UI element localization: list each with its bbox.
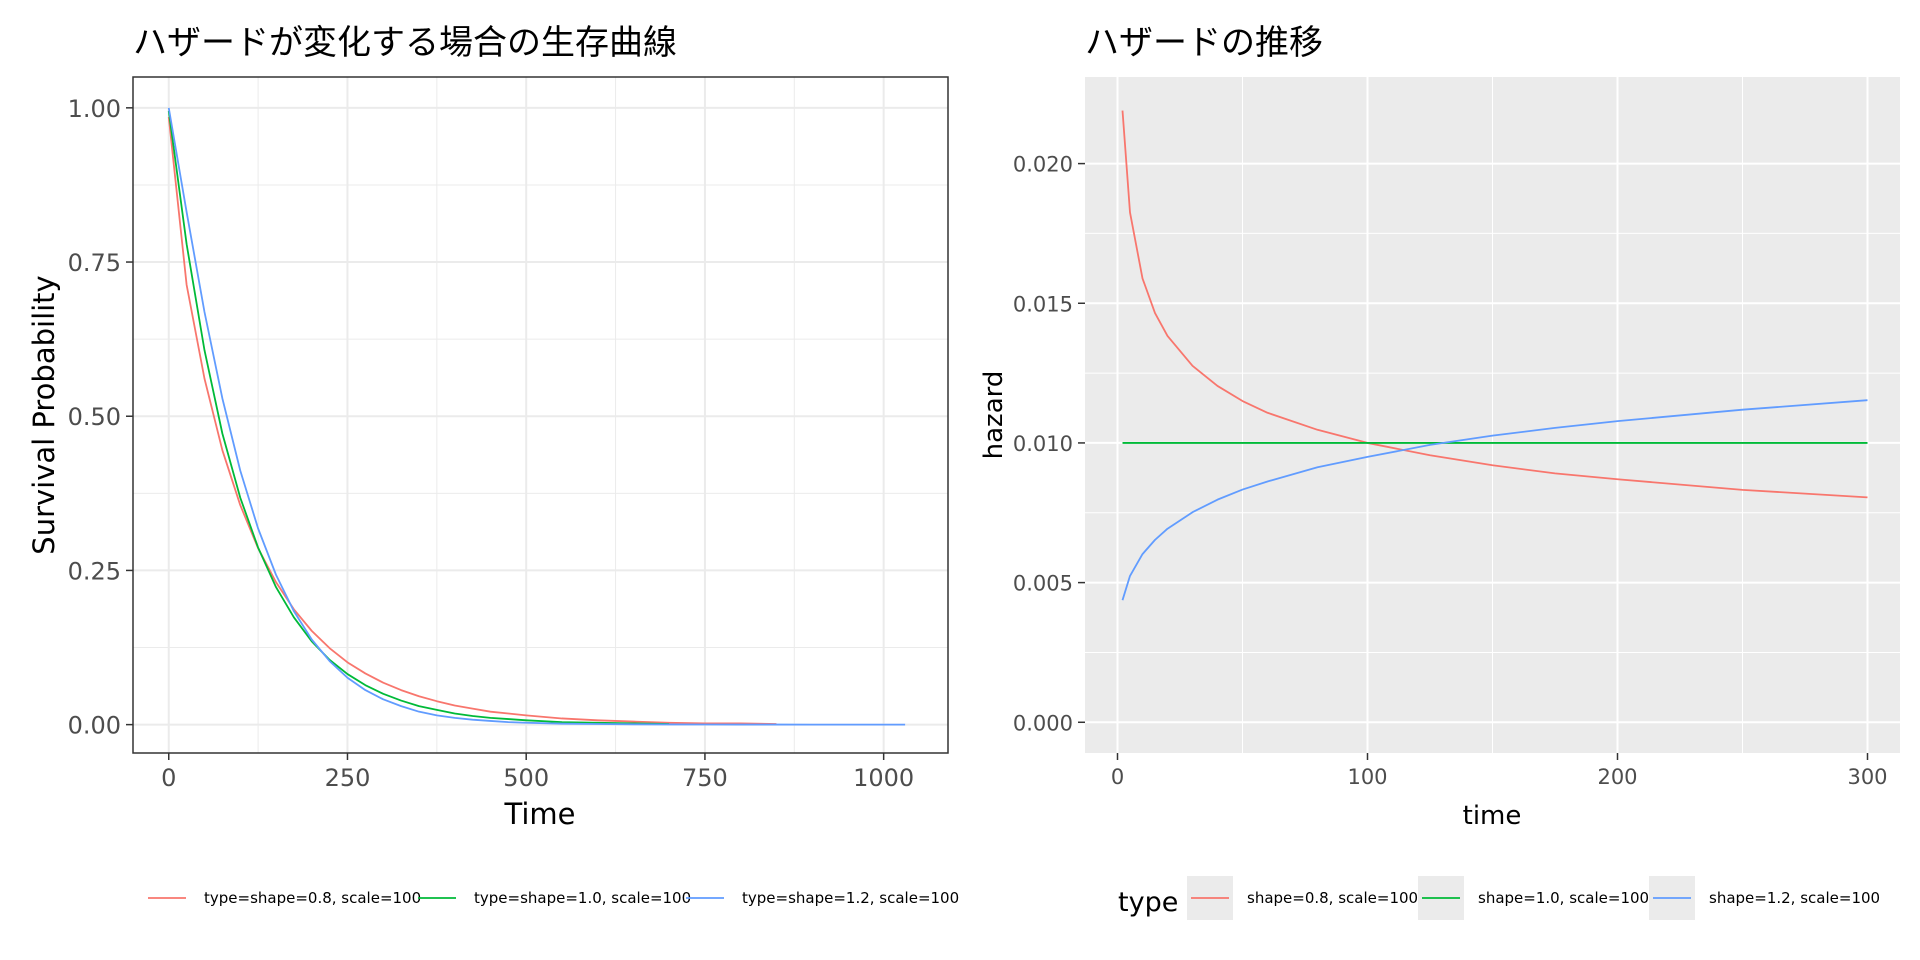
y-tick-label: 1.00 <box>68 95 121 123</box>
hazard-axis-ticks: 0 100 200 300 0.000 0.005 0.010 0.015 0.020 <box>1013 153 1888 789</box>
x-tick-label: 750 <box>682 764 728 792</box>
legend-entry-label: shape=1.2, scale=100 <box>1709 889 1880 907</box>
y-tick-label: 0.25 <box>68 557 121 585</box>
hazard-gridlines <box>1085 77 1900 753</box>
b-series-line-0 <box>1121 110 1868 499</box>
legend-entry-label: shape=1.0, scale=100 <box>1478 889 1649 907</box>
legend-entry-label: type=shape=1.0, scale=100 <box>474 889 691 907</box>
y-tick-label: 0.005 <box>1013 572 1073 596</box>
hazard-legend: type shape=0.8, scale=100 shape=1.0, scal… <box>1118 876 1880 920</box>
x-tick-label: 300 <box>1847 765 1887 789</box>
hazard-y-axis-title: hazard <box>979 371 1009 460</box>
x-tick-label: 1000 <box>853 764 914 792</box>
survival-plot-panel <box>133 77 948 753</box>
y-tick-label: 0.020 <box>1013 153 1073 177</box>
legend-entry-label: type=shape=1.2, scale=100 <box>742 889 959 907</box>
survival-x-axis-title: Time <box>504 797 576 831</box>
y-tick-label: 0.015 <box>1013 292 1073 316</box>
hazard-series-lines <box>1121 110 1868 601</box>
legend-entry-label: shape=0.8, scale=100 <box>1247 889 1418 907</box>
x-tick-label: 500 <box>503 764 549 792</box>
survival-plot-border <box>132 76 949 754</box>
hazard-legend-title: type <box>1118 887 1178 918</box>
hazard-x-axis-title: time <box>1463 801 1522 831</box>
x-tick-label: 250 <box>325 764 371 792</box>
y-tick-label: 0.010 <box>1013 432 1073 456</box>
y-tick-label: 0.00 <box>68 712 121 740</box>
survival-axis-ticks: 0 250 500 750 1000 0.00 0.25 0.50 0.75 1.00 <box>68 95 915 792</box>
a-series-line-2 <box>167 107 906 726</box>
survival-chart: ハザードが変化する場合の生存曲線 0 250 500 750 10000.000.250… <box>27 23 959 907</box>
a-series-line-1 <box>167 110 670 725</box>
x-tick-label: 100 <box>1347 765 1387 789</box>
y-tick-label: 0.50 <box>68 403 121 431</box>
hazard-chart-title: ハザードの推移 <box>1085 23 1323 63</box>
hazard-chart: ハザードの推移 0 100 200 300 0.000 0.005 0.010 0.015 0.… <box>979 23 1900 920</box>
survival-y-axis-title: Survival Probability <box>27 275 61 554</box>
y-tick-label: 0.000 <box>1013 711 1073 735</box>
a-series-line-0 <box>167 116 777 725</box>
b-series-line-2 <box>1121 399 1868 601</box>
legend-entry-label: type=shape=0.8, scale=100 <box>204 889 421 907</box>
survival-legend: type=shape=0.8, scale=100 type=shape=1.0,… <box>148 889 959 907</box>
survival-chart-title: ハザードが変化する場合の生存曲線 <box>133 23 677 63</box>
y-tick-label: 0.75 <box>68 249 121 277</box>
x-tick-label: 200 <box>1597 765 1637 789</box>
x-tick-label: 0 <box>1111 765 1124 789</box>
x-tick-label: 0 <box>161 764 176 792</box>
survival-series-lines <box>167 107 906 726</box>
